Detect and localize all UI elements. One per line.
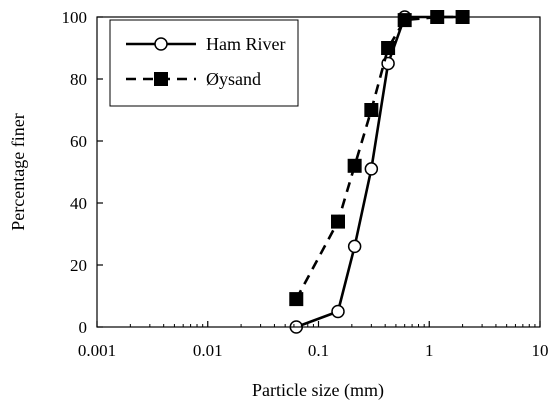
data-point-square — [289, 292, 304, 307]
data-point-circle — [347, 239, 362, 254]
y-tick-label: 40 — [70, 194, 87, 213]
legend-marker-square — [154, 72, 168, 86]
legend-box — [109, 19, 299, 107]
legend-label: Øysand — [206, 69, 261, 89]
legend-label: Ham River — [206, 34, 285, 54]
series-line-1 — [295, 15, 463, 300]
x-tick-label: 0.01 — [193, 341, 223, 360]
y-tick-label: 80 — [70, 70, 87, 89]
legend: Ham River Øysand — [109, 19, 299, 107]
data-point-circle — [364, 162, 379, 176]
x-tick-label: 10 — [532, 341, 549, 360]
x-axis-title: Particle size (mm) — [252, 380, 384, 401]
y-tick-label: 60 — [70, 132, 87, 151]
y-tick-label: 20 — [70, 256, 87, 275]
data-point-square — [364, 103, 379, 117]
x-tick-label: 0.1 — [308, 341, 329, 360]
legend-marker-circle — [154, 37, 168, 51]
plot-area — [289, 10, 470, 334]
data-point-square — [347, 158, 362, 173]
y-axis-title: Percentage finer — [8, 113, 28, 230]
y-tick-label: 100 — [62, 8, 88, 27]
data-point-square — [381, 41, 396, 55]
data-point-square — [397, 13, 412, 28]
axes: 0 20 40 60 80 100 0.001 0.01 0.1 1 10 — [62, 8, 549, 360]
x-tick-label: 0.001 — [78, 341, 116, 360]
data-point-square — [331, 214, 346, 229]
x-tick-label: 1 — [425, 341, 434, 360]
data-point-circle — [331, 304, 345, 319]
y-tick-label: 0 — [79, 318, 88, 337]
series-line-0 — [295, 15, 463, 329]
